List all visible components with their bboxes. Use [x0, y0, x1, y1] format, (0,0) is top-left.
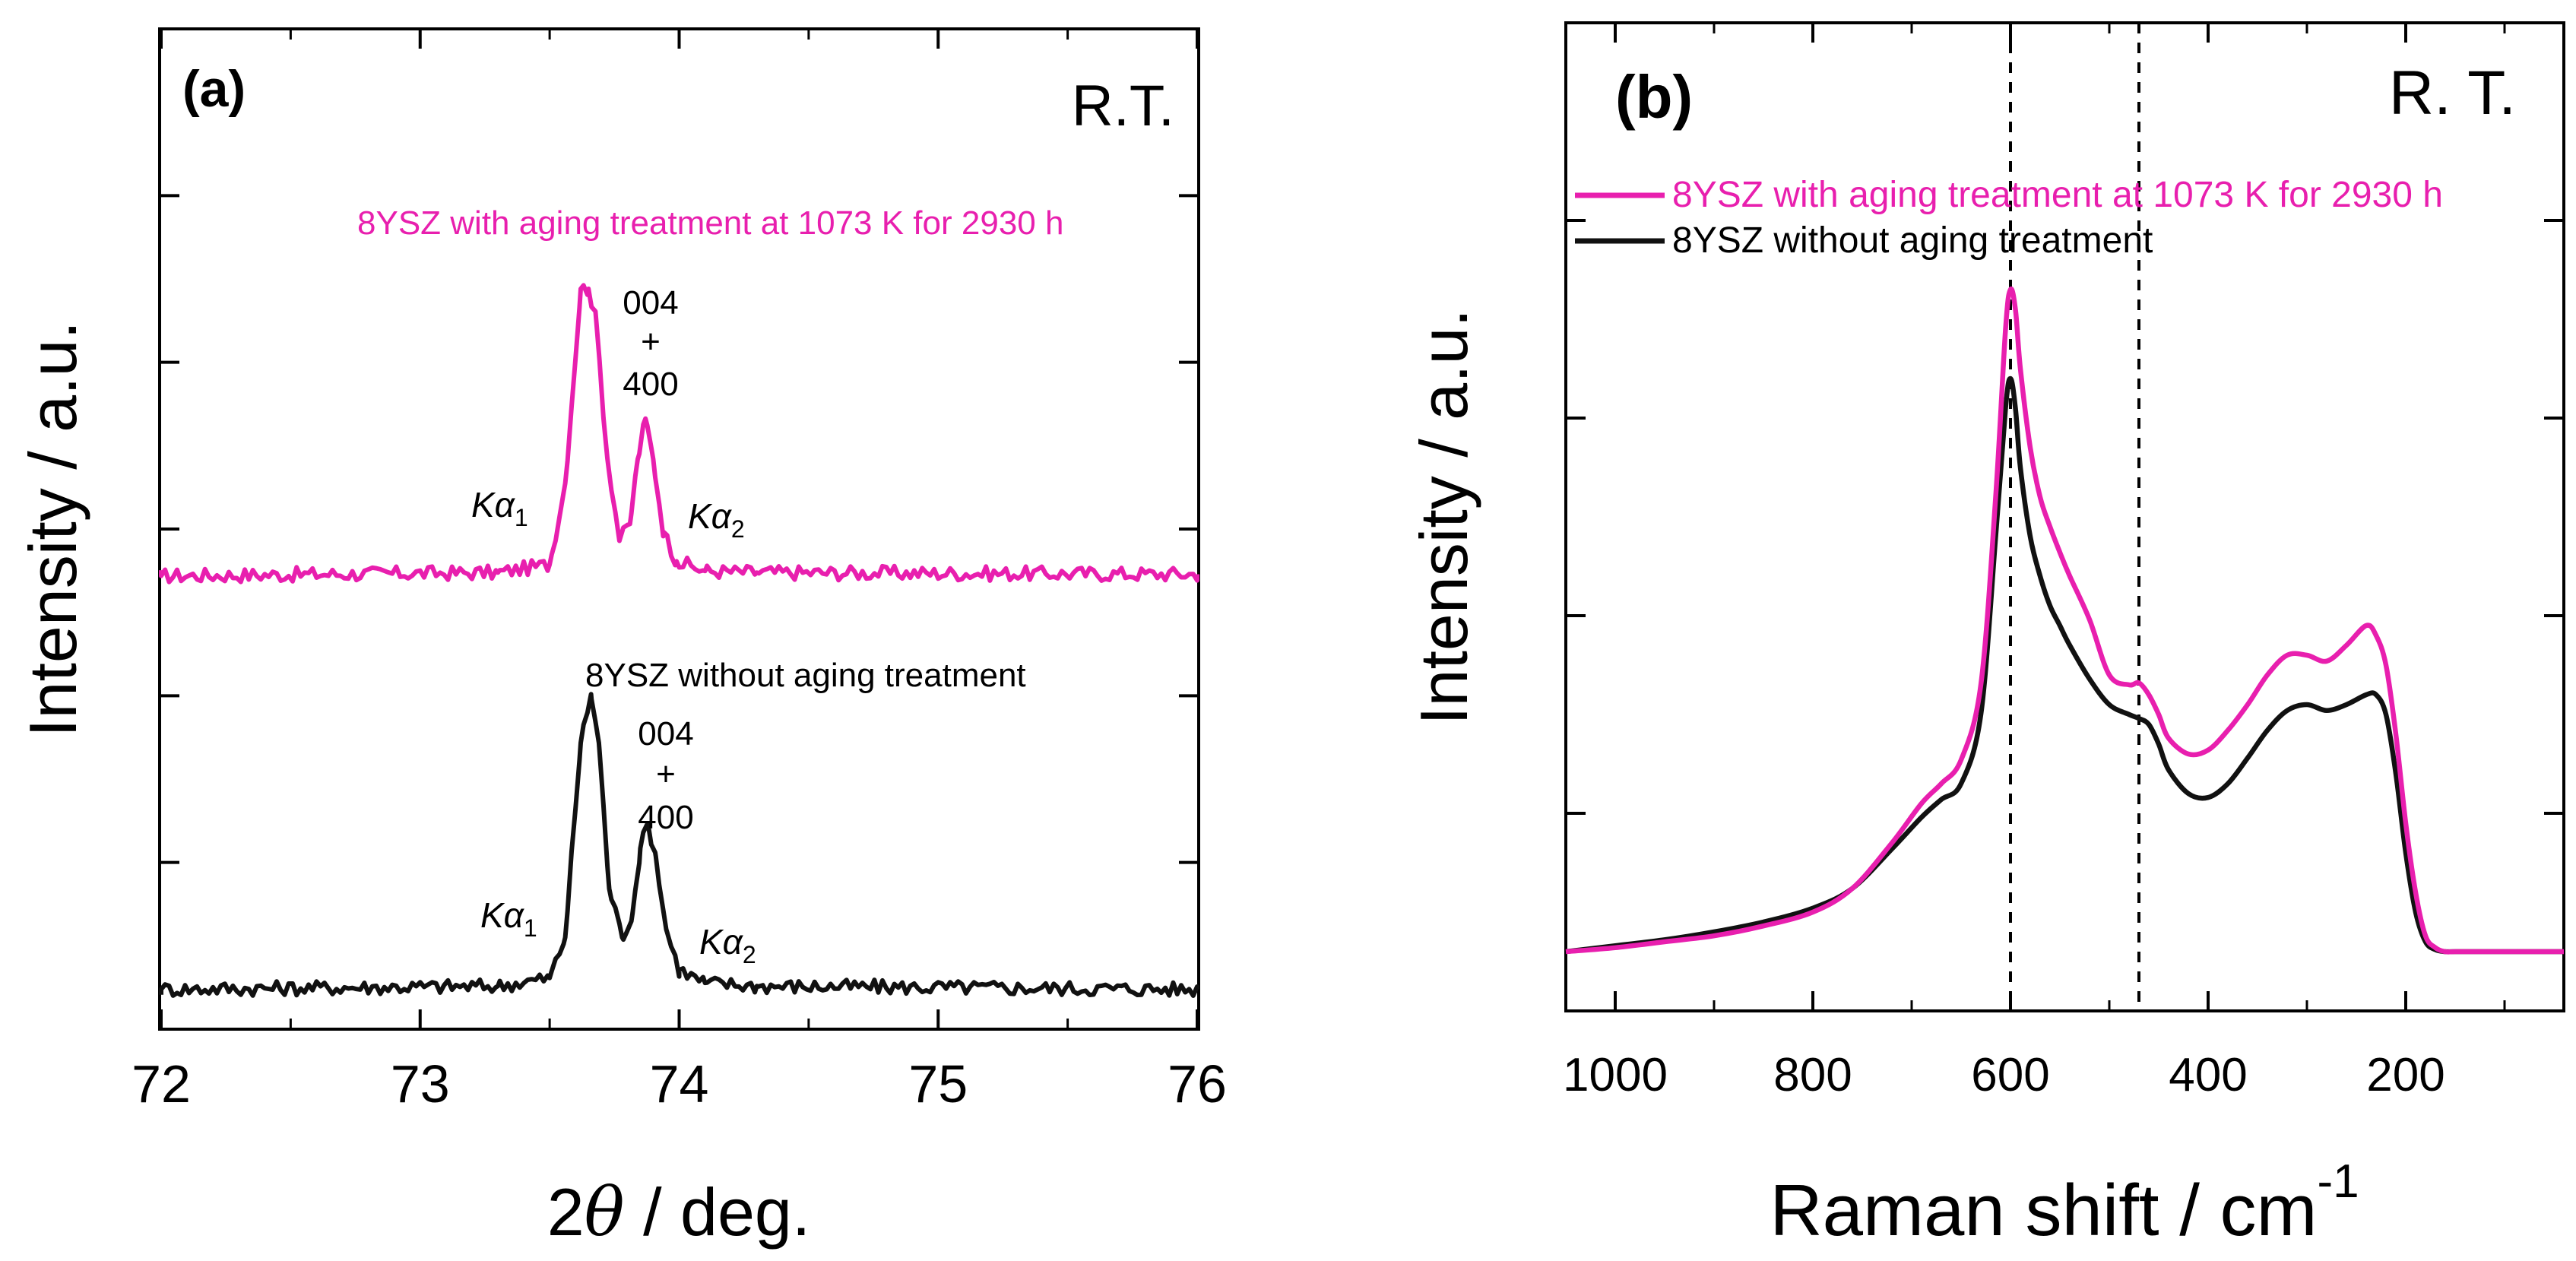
panel-a-ticks: 72 73 74 75 76: [131, 29, 1227, 1114]
panel-a-frame: [158, 27, 1200, 1031]
panel-a-unaged-ka1: Kα1: [480, 895, 537, 942]
panel-b-ylabel: Intensity / a.u.: [1406, 309, 1481, 725]
panel-b-ticks: 1000 800 600 400 200: [1563, 23, 2564, 1101]
panel-a-unaged-peak-label-plus: +: [656, 756, 676, 793]
panel-a-xtick-label: 76: [1168, 1054, 1227, 1114]
panel-a-series-line-aged: [159, 283, 1199, 585]
panel-a-unaged-peak-label-400: 400: [638, 799, 693, 836]
panel-a-series-line-unaged: [159, 692, 1199, 998]
panel-a-legend-unaged: 8YSZ without aging treatment: [585, 657, 1026, 694]
panel-a-unaged-ka2: Kα2: [699, 922, 756, 968]
panel-b: 1000 800 600 400 200 (b) R. T. 8YSZ with agi…: [1406, 21, 2565, 1251]
panel-a-legend-aged: 8YSZ with aging treatment at 1073 K for …: [357, 204, 1063, 242]
panel-b-series-line-aged: [1565, 286, 2564, 955]
panel-b-series: [1565, 286, 2564, 955]
panel-a-aged-peak-label-004: 004: [623, 284, 678, 322]
panel-b-frame: [1564, 21, 2565, 1012]
panel-b-label: (b): [1615, 63, 1693, 131]
panel-b-reference-lines: [2009, 23, 2140, 1011]
panel-a-aged-ka1: Kα1: [471, 485, 528, 531]
panel-b-xtick-label: 400: [2169, 1049, 2247, 1101]
panel-a-xtick-label: 75: [908, 1054, 968, 1114]
panel-a-aged-peak-label-400: 400: [623, 366, 678, 403]
panel-b-xtick-label: 800: [1773, 1049, 1852, 1101]
panel-b-xtick-label: 200: [2366, 1049, 2445, 1101]
panel-a-ylabel: Intensity / a.u.: [15, 321, 90, 737]
panel-a: 72 73 74 75 76 (a) R.T. 8YSZ with aging trea…: [15, 27, 1227, 1251]
panel-a-xtick-label: 74: [650, 1054, 709, 1114]
panel-b-legend-aged: 8YSZ with aging treatment at 1073 K for …: [1672, 175, 2443, 215]
panel-b-legend-unaged: 8YSZ without aging treatment: [1672, 220, 2153, 261]
panel-a-xlabel: 2θ / deg.: [547, 1173, 811, 1251]
panel-b-xlabel: Raman shift / cm-1: [1770, 1155, 2359, 1251]
panel-b-series-line-unaged: [1565, 375, 2564, 955]
panel-a-aged-ka2: Kα2: [688, 496, 745, 543]
panel-a-xtick-label: 73: [391, 1054, 450, 1114]
panel-a-xtick-label: 72: [131, 1054, 191, 1114]
panel-a-aged-peak-label-plus: +: [641, 323, 661, 360]
panel-a-condition: R.T.: [1072, 74, 1174, 138]
panel-a-label: (a): [182, 60, 246, 118]
panel-b-xtick-label: 1000: [1563, 1049, 1668, 1101]
panel-b-xtick-label: 600: [1971, 1049, 2049, 1101]
panel-a-unaged-peak-label-004: 004: [638, 715, 693, 752]
panel-b-condition: R. T.: [2389, 59, 2516, 128]
panel-a-series: [159, 283, 1199, 998]
